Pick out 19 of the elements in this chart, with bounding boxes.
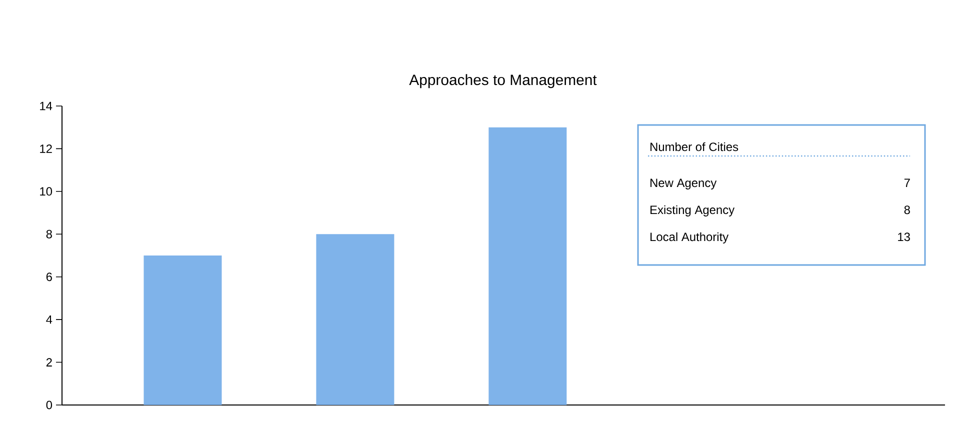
y-tick-label: 2 [46,358,52,366]
y-tick-label: 14 [40,102,52,110]
category-label: Existing Agency [650,205,735,216]
data-label: 7 [904,178,910,187]
y-tick-label: 12 [40,144,52,153]
y-tick-label: 8 [46,230,52,238]
y-tick-label: 0 [46,400,52,410]
y-tick-label: 4 [46,315,52,324]
y-tick-label: 6 [46,272,52,282]
y-tick-label: 10 [40,187,52,196]
data-label: 13 [898,232,910,242]
bar [316,234,394,405]
data-label: 8 [904,206,910,214]
category-label: New Agency [650,178,717,190]
chart-title: Approaches to Management [409,74,597,88]
text: Number of Cities [650,142,738,152]
category-label: Local Authority [650,232,729,244]
bar [488,127,567,405]
bar [144,255,222,405]
